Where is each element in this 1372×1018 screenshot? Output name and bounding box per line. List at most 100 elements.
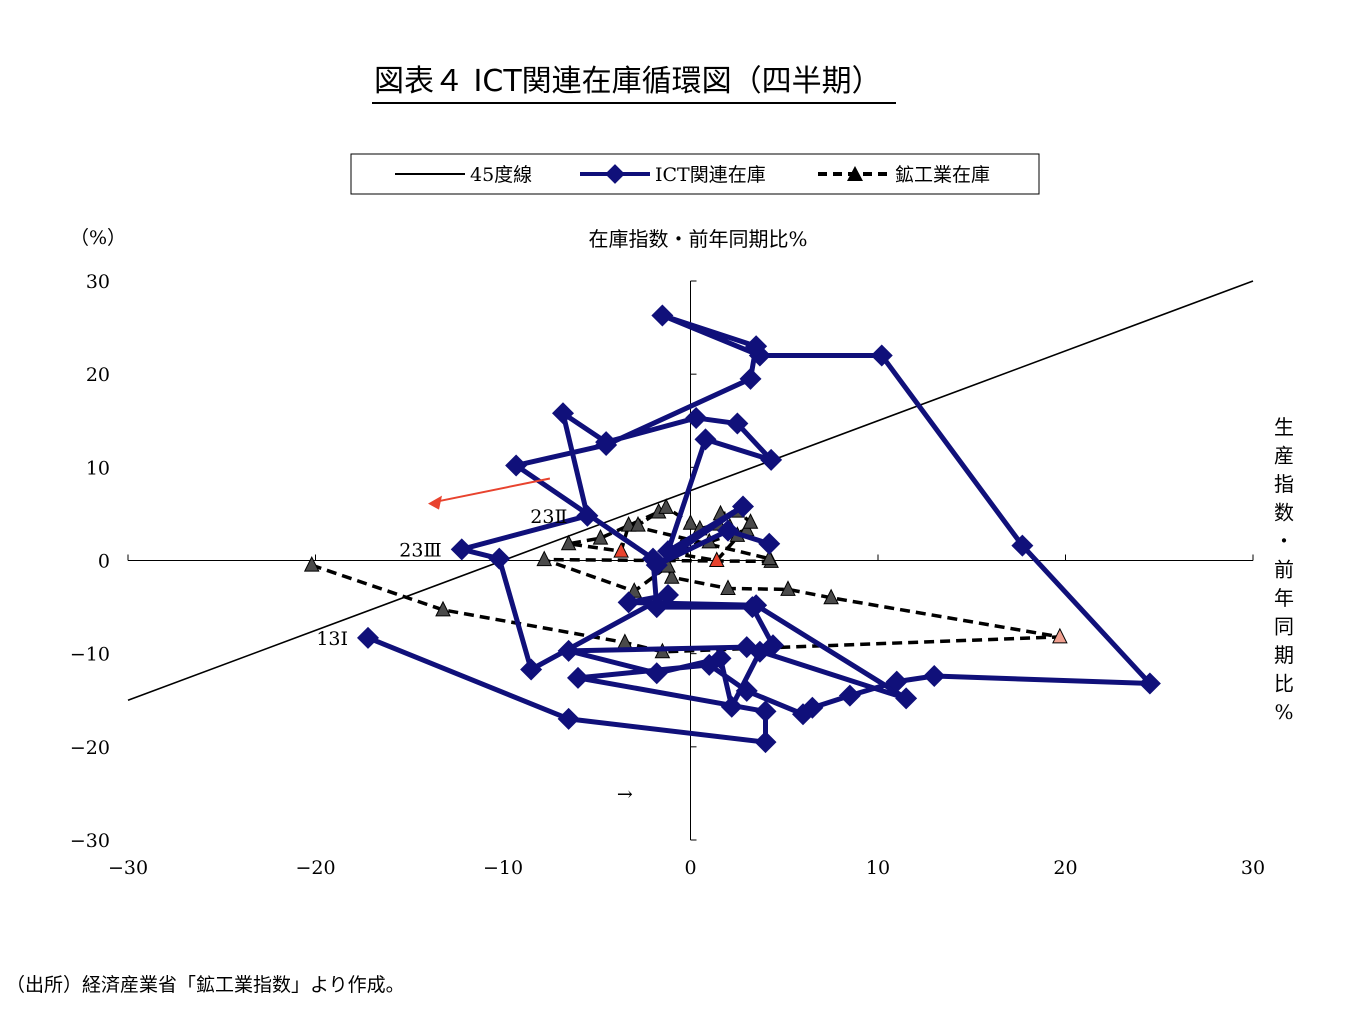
mining-point xyxy=(1052,627,1068,644)
legend-box xyxy=(350,153,1040,195)
ict-point xyxy=(595,431,618,454)
y-tick-label: 20 xyxy=(86,364,110,386)
mining-point xyxy=(742,513,759,529)
arrow-head xyxy=(428,495,442,510)
ict-point xyxy=(645,596,668,619)
annotations: 13Ⅰ 23Ⅱ 23Ⅲ → xyxy=(316,506,633,806)
x-tick-label: 10 xyxy=(866,857,890,879)
mining-line xyxy=(311,505,1061,654)
direction-arrow xyxy=(428,477,551,510)
mining-point xyxy=(663,568,680,584)
x-tick-label: 20 xyxy=(1053,857,1077,879)
mining-point xyxy=(435,600,451,617)
x-tick-label: 30 xyxy=(1241,857,1265,879)
ict-point xyxy=(657,540,679,563)
series-mining xyxy=(303,498,1068,659)
legend: 45度線 ICT関連在庫 鉱工業在庫 xyxy=(350,153,1040,195)
mining-point xyxy=(720,579,736,595)
ict-point xyxy=(557,707,580,730)
ict-point xyxy=(801,696,824,719)
ict-point xyxy=(735,679,758,702)
ict-point xyxy=(754,731,777,754)
ict-point xyxy=(505,454,528,477)
ict-point xyxy=(657,583,679,606)
x-tick-labels: −30 −20 −10 0 10 20 30 xyxy=(108,857,1265,879)
ict-point xyxy=(685,406,708,429)
ict-point xyxy=(1011,534,1034,557)
mining-point xyxy=(630,515,646,532)
annotation-label: → xyxy=(617,783,633,805)
ict-point xyxy=(870,344,893,367)
ict-point xyxy=(732,495,754,518)
x-tick-label: 0 xyxy=(684,857,696,879)
ict-point xyxy=(923,665,946,688)
ict-point xyxy=(720,695,743,718)
mining-point xyxy=(620,515,637,532)
annotation-label: 23Ⅲ xyxy=(399,539,442,561)
ict-point xyxy=(617,591,640,614)
ict-point xyxy=(739,367,762,390)
y-tick-label: 30 xyxy=(86,271,110,293)
x-tick-label: −20 xyxy=(295,857,335,879)
ict-point xyxy=(552,402,574,425)
ict-point xyxy=(709,647,732,670)
ict-point xyxy=(758,532,781,555)
ict-point xyxy=(651,304,674,327)
annotation-label: 13Ⅰ xyxy=(316,628,348,650)
arrow-shaft xyxy=(435,477,551,503)
mining-point xyxy=(536,550,553,567)
ict-point xyxy=(576,504,599,527)
y-tick-label: −30 xyxy=(70,830,110,852)
ict-point xyxy=(735,636,758,659)
ict-point xyxy=(745,594,768,617)
ict-point xyxy=(557,639,580,662)
x-axis-title: 在庫指数・前年同期比% xyxy=(588,227,807,251)
legend-marker-mining xyxy=(847,166,863,181)
ict-point xyxy=(694,428,717,451)
series-ict xyxy=(357,304,1161,754)
y-tick-label: −20 xyxy=(70,737,110,759)
ict-point xyxy=(645,554,668,577)
ict-point xyxy=(754,700,777,723)
mining-point xyxy=(761,549,778,566)
source-note: （出所）経済産業省「鉱工業指数」より作成。 xyxy=(6,974,405,996)
ict-point xyxy=(520,658,543,681)
mining-point xyxy=(303,556,320,572)
legend-label-ict: ICT関連在庫 xyxy=(655,164,766,186)
ict-point xyxy=(567,666,589,689)
y-tick-label: 0 xyxy=(98,551,110,573)
legend-label-45: 45度線 xyxy=(470,164,532,186)
legend-label-mining: 鉱工業在庫 xyxy=(895,164,990,186)
y-axis-title: 生産指数・前年同期比% xyxy=(1274,415,1294,724)
annotation-label: 23Ⅱ xyxy=(530,506,567,528)
y-tick-label: 10 xyxy=(86,457,110,479)
mining-point xyxy=(780,580,796,596)
ict-point xyxy=(745,335,768,358)
mining-point xyxy=(658,498,674,514)
ict-point xyxy=(838,684,861,707)
y-tick-labels: 30 20 10 0 −10 −20 −30 xyxy=(70,271,110,852)
mining-point xyxy=(823,588,839,605)
chart-title: 図表４ ICT関連在庫循環図（四半期） xyxy=(372,56,896,104)
ict-point xyxy=(895,687,918,710)
x-tick-label: −30 xyxy=(108,857,148,879)
x-tick-label: −10 xyxy=(483,857,523,879)
mining-point xyxy=(560,534,577,551)
mining-point xyxy=(682,514,699,530)
ict-point xyxy=(760,448,783,471)
ict-point xyxy=(450,538,473,561)
ict-point xyxy=(726,412,749,435)
ict-point xyxy=(488,547,511,570)
ict-point xyxy=(645,662,668,685)
y-tick-label: −10 xyxy=(70,644,110,666)
mining-point xyxy=(708,551,725,567)
ict-point xyxy=(717,519,739,542)
mining-point xyxy=(613,542,629,558)
mining-point xyxy=(617,633,633,649)
unit-label: （%） xyxy=(70,227,126,249)
ict-point xyxy=(357,626,379,649)
ict-point xyxy=(1138,672,1161,695)
mining-point xyxy=(592,529,609,545)
ict-point xyxy=(885,670,908,693)
